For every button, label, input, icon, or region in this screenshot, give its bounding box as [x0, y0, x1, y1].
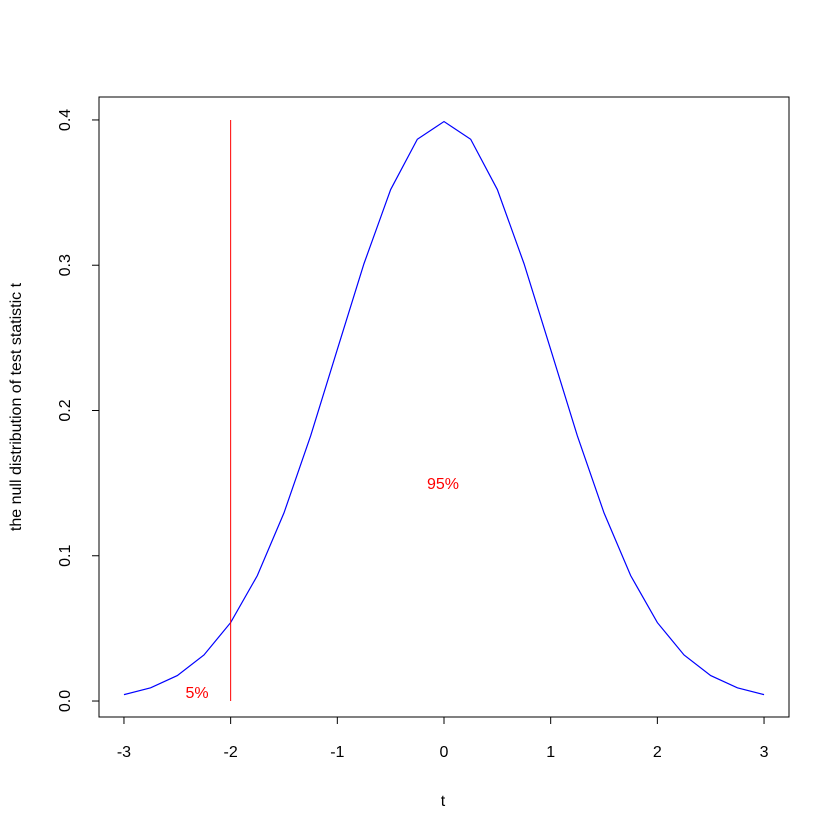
x-tick-label: 3: [760, 744, 769, 761]
x-tick-label: 2: [653, 744, 662, 761]
y-tick-label: 0.0: [57, 690, 74, 712]
y-axis-label: the null distribution of test statistic …: [8, 282, 25, 531]
x-tick-label: -3: [117, 744, 131, 761]
x-tick-label: -2: [224, 744, 238, 761]
x-axis-label: t: [441, 793, 446, 810]
x-tick-label: 1: [546, 744, 555, 761]
annotation: 5%: [185, 685, 208, 702]
y-tick-label: 0.3: [57, 254, 74, 276]
annotation: 95%: [427, 476, 459, 493]
x-tick-label: -1: [330, 744, 344, 761]
x-tick-label: 0: [440, 744, 449, 761]
y-tick-label: 0.4: [57, 109, 74, 131]
density-line: [123, 120, 765, 696]
plot-box: [98, 96, 790, 718]
y-tick-label: 0.2: [57, 399, 74, 421]
y-tick-label: 0.1: [57, 545, 74, 567]
